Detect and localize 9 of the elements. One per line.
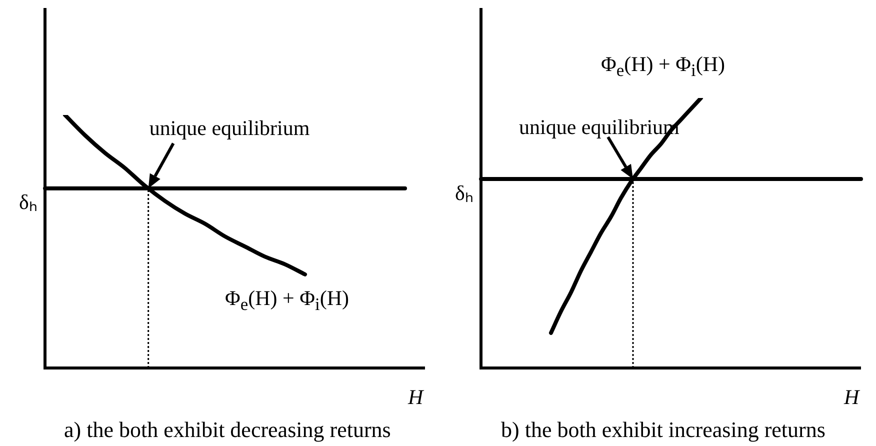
series-label: Φ$_{e}$(H) + Φ$_{i}$(H) (225, 286, 350, 315)
x-axis-title: H (408, 385, 424, 409)
series-label: δₕ (19, 190, 37, 214)
series-label: Φ$_{e}$(H) + Φ$_{i}$(H) (601, 52, 726, 80)
annotation: unique equilibrium (149, 116, 310, 140)
series-label: δₕ (455, 181, 473, 205)
text: b) the both exhibit increasing returns (501, 417, 826, 442)
x-axis-title: H (844, 385, 860, 409)
text: a) the both exhibit decreasing returns (64, 417, 391, 442)
